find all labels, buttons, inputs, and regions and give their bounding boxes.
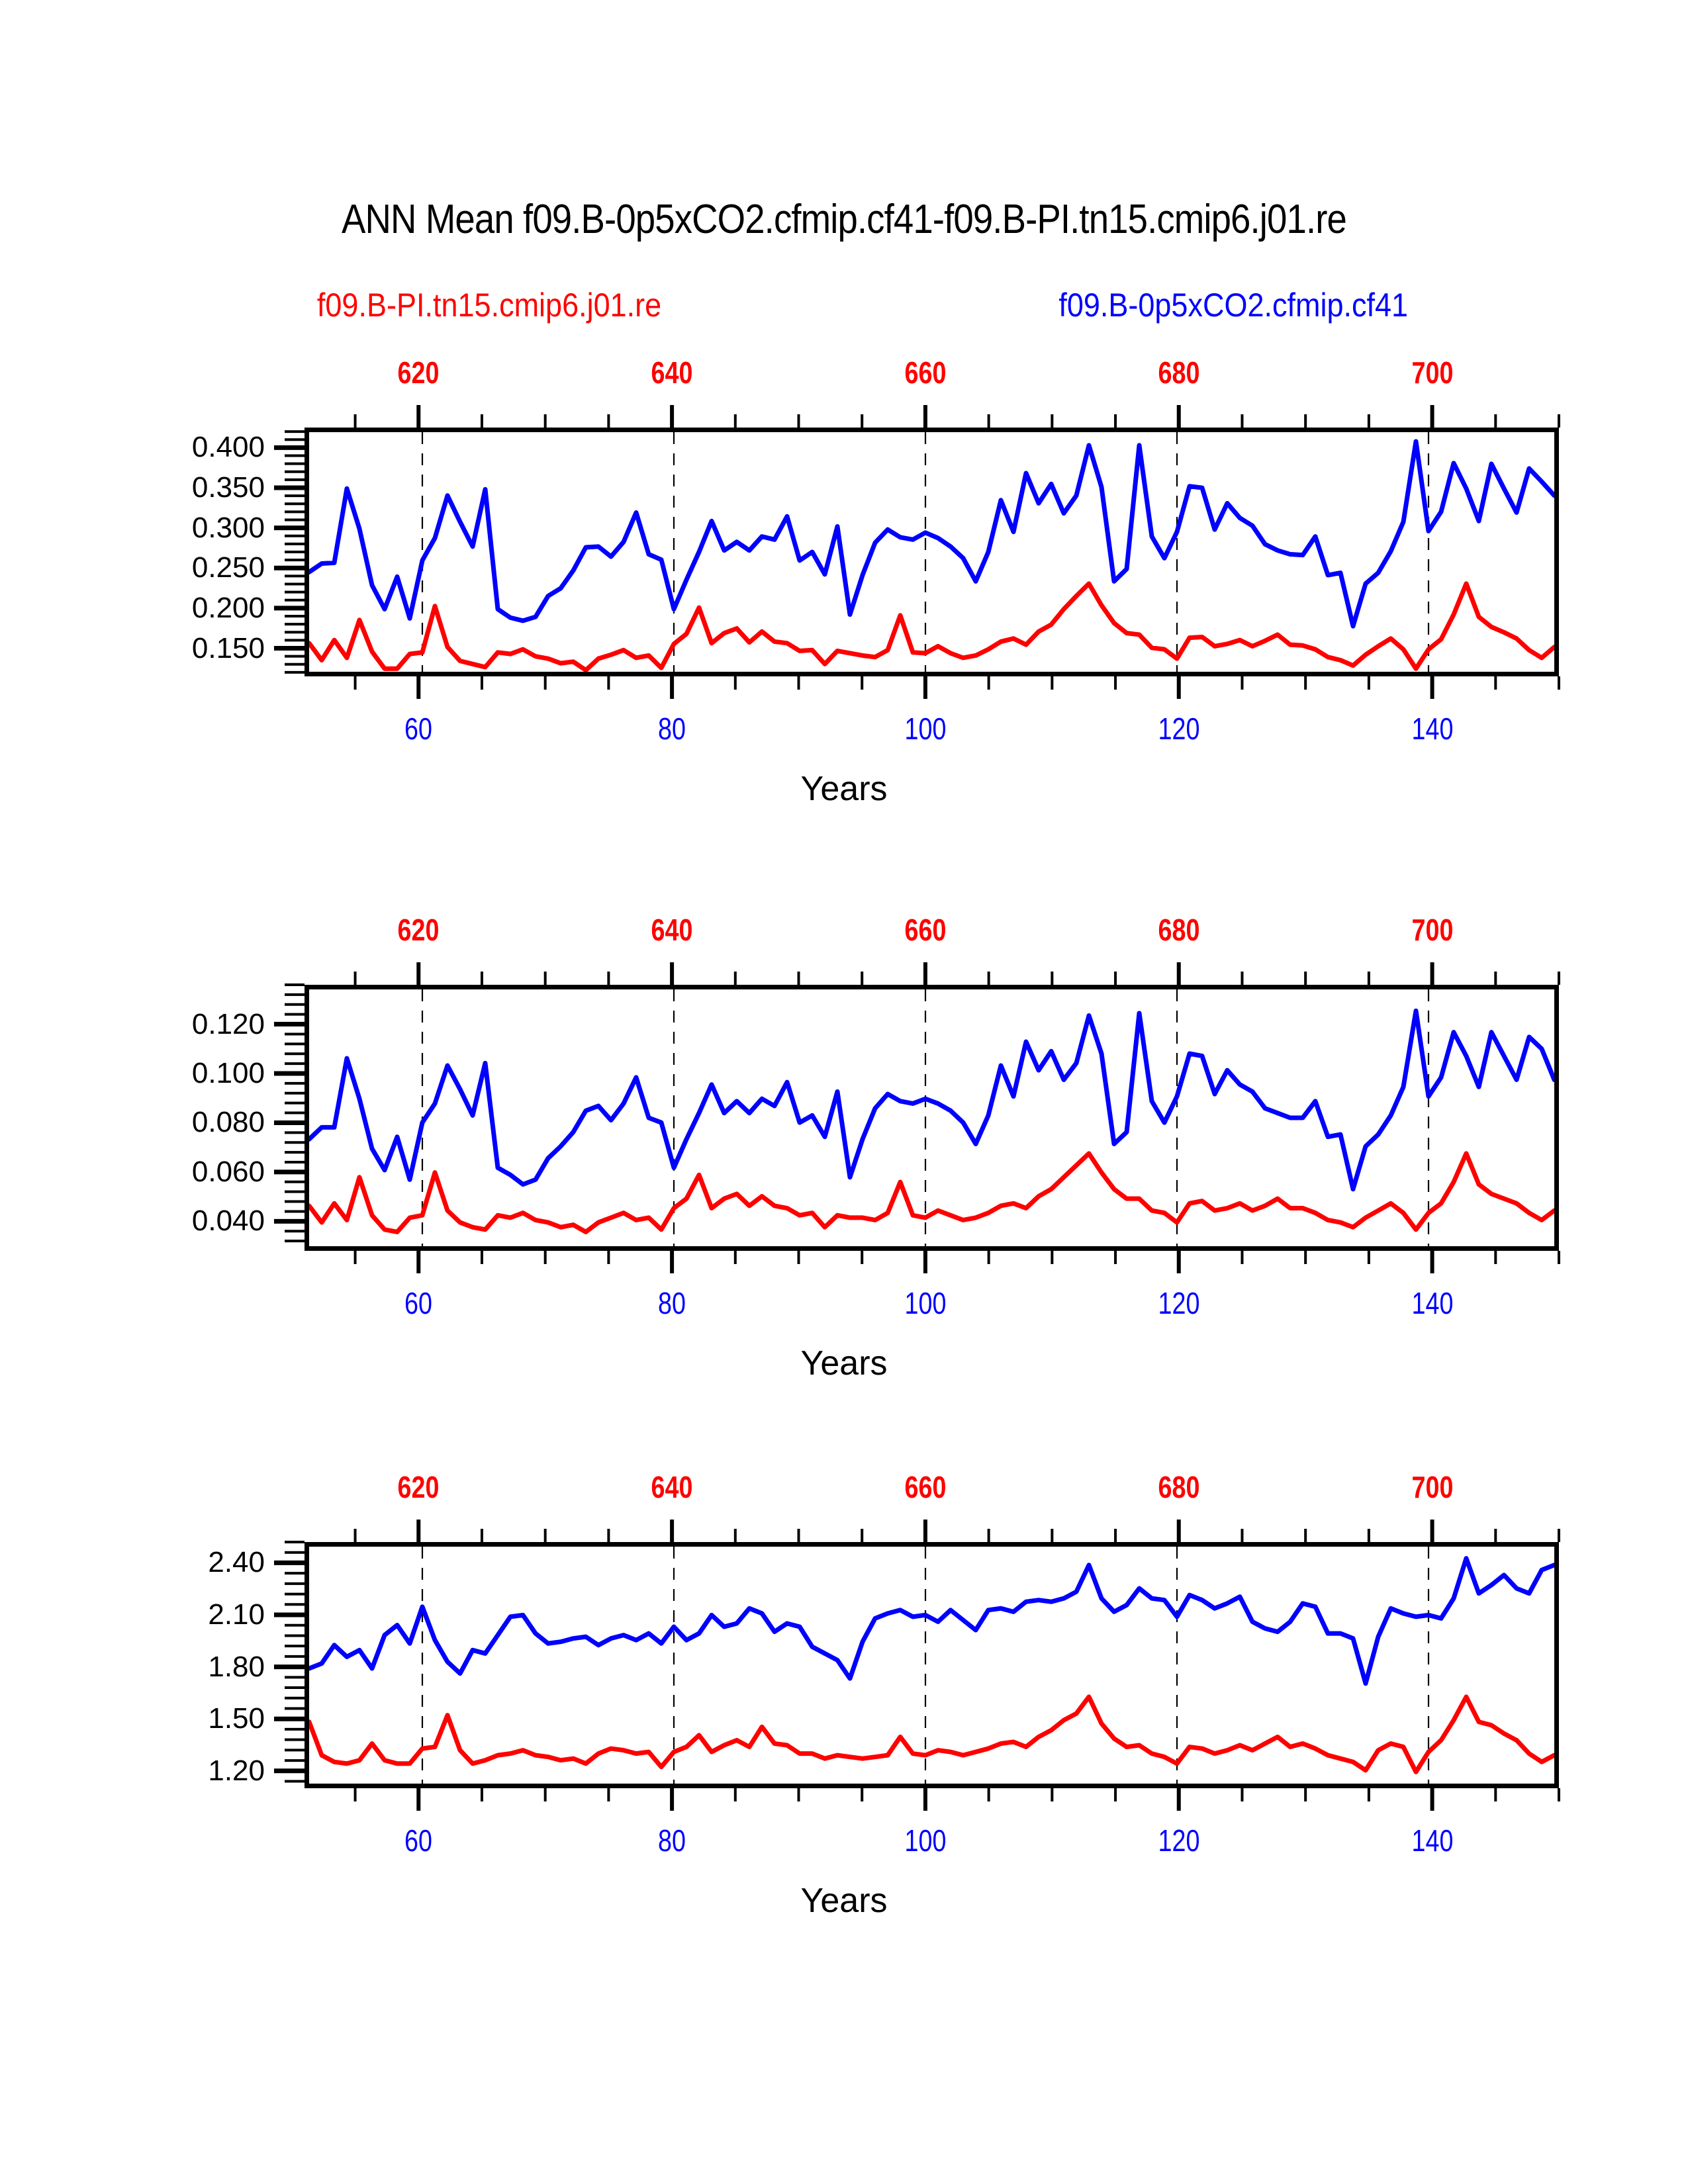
top-tick-label: 660 [904,355,947,390]
page-title: ANN Mean f09.B-0p5xCO2.cfmip.cf41-f09.B-… [341,197,1347,242]
plot-area-1 [309,432,1554,672]
bottom-tick-label: 100 [904,1286,947,1320]
y-tick-label: 0.400 [191,431,265,464]
y-tick-label: 0.120 [191,1007,265,1040]
y-tick-label: 1.50 [208,1702,265,1735]
y-tick-label: 0.080 [191,1106,265,1139]
y-tick-label: 2.10 [208,1598,265,1631]
top-axis-labels-1: 620 640 660 680 700 [0,355,1688,392]
bottom-tick-label: 100 [904,1823,947,1858]
top-tick-label: 700 [1411,1470,1454,1504]
top-tick-label: 680 [1158,1470,1200,1504]
top-tick-label: 640 [651,1470,693,1504]
y-tick-label: 1.20 [208,1754,265,1787]
y-axis-labels-2: 0.040 0.060 0.080 0.100 0.120 [0,880,265,1238]
x-axis-title-3: Years [800,1882,888,1920]
y-tick-label: 2.40 [208,1546,265,1579]
y-tick-label: 0.350 [191,471,265,504]
top-tick-label: 660 [904,913,947,947]
top-axis-labels-2: 620 640 660 680 700 [0,912,1688,949]
y-axis-labels-1: 0.150 0.200 0.250 0.300 0.350 0.400 [0,390,265,664]
bottom-tick-label: 120 [1158,711,1200,746]
legend-item-control: f09.B-PI.tn15.cmip6.j01.re [316,287,662,324]
bottom-tick-label: 100 [904,711,947,746]
bottom-tick-label: 120 [1158,1286,1200,1320]
top-tick-label: 660 [904,1470,947,1504]
y-tick-label: 1.80 [208,1650,265,1683]
bottom-tick-label: 140 [1411,1286,1454,1320]
top-tick-label: 680 [1158,355,1200,390]
bottom-tick-label: 80 [658,1823,686,1858]
y-tick-label: 0.300 [191,511,265,544]
top-tick-label: 620 [397,1470,440,1504]
top-tick-label: 700 [1411,913,1454,947]
y-tick-label: 0.040 [191,1205,265,1238]
panel-pac-ice-volume: 620 640 660 680 700 0.150 0.200 0.250 0.300 0.35… [0,355,1688,814]
bottom-tick-label: 60 [404,1286,433,1320]
panel-pac-snow-volume: 620 640 660 680 700 0.040 0.060 0.080 0.100 0.12… [0,880,1688,1383]
y-tick-label: 0.200 [191,591,265,624]
y-tick-label: 0.060 [191,1155,265,1188]
bottom-tick-label: 140 [1411,711,1454,746]
top-tick-label: 680 [1158,913,1200,947]
x-axis-title-2: Years [800,1344,888,1383]
legend: f09.B-PI.tn15.cmip6.j01.re f09.B-0p5xCO2… [0,286,1688,326]
top-axis-labels-3: 620 640 660 680 700 [0,1469,1688,1506]
bottom-axis-labels-1: 60 80 100 120 140 [0,711,1688,748]
x-axis-title-1: Years [800,770,888,808]
plot-area-2 [309,989,1554,1246]
plot-area-3 [309,1547,1554,1784]
plot-frame-1 [305,428,1559,676]
top-tick-label: 620 [397,355,440,390]
bottom-tick-label: 60 [404,1823,433,1858]
top-tick-label: 640 [651,913,693,947]
plot-frame-3 [305,1542,1559,1788]
legend-item-experiment: f09.B-0p5xCO2.cfmip.cf41 [1058,287,1409,324]
bottom-tick-label: 80 [658,711,686,746]
bottom-tick-label: 140 [1411,1823,1454,1858]
plot-frame-2 [305,985,1559,1251]
bottom-tick-label: 60 [404,711,433,746]
bottom-axis-labels-2: 60 80 100 120 140 [0,1285,1688,1322]
bottom-tick-label: 80 [658,1286,686,1320]
bottom-axis-labels-3: 60 80 100 120 140 [0,1823,1688,1860]
y-tick-label: 0.100 [191,1057,265,1089]
bottom-tick-label: 120 [1158,1823,1200,1858]
top-tick-label: 620 [397,913,440,947]
top-tick-label: 700 [1411,355,1454,390]
y-axis-labels-3: 1.20 1.50 1.80 2.10 2.40 [0,1436,265,1786]
top-tick-label: 640 [651,355,693,390]
y-tick-label: 0.250 [191,551,265,584]
y-tick-label: 0.150 [191,631,265,664]
